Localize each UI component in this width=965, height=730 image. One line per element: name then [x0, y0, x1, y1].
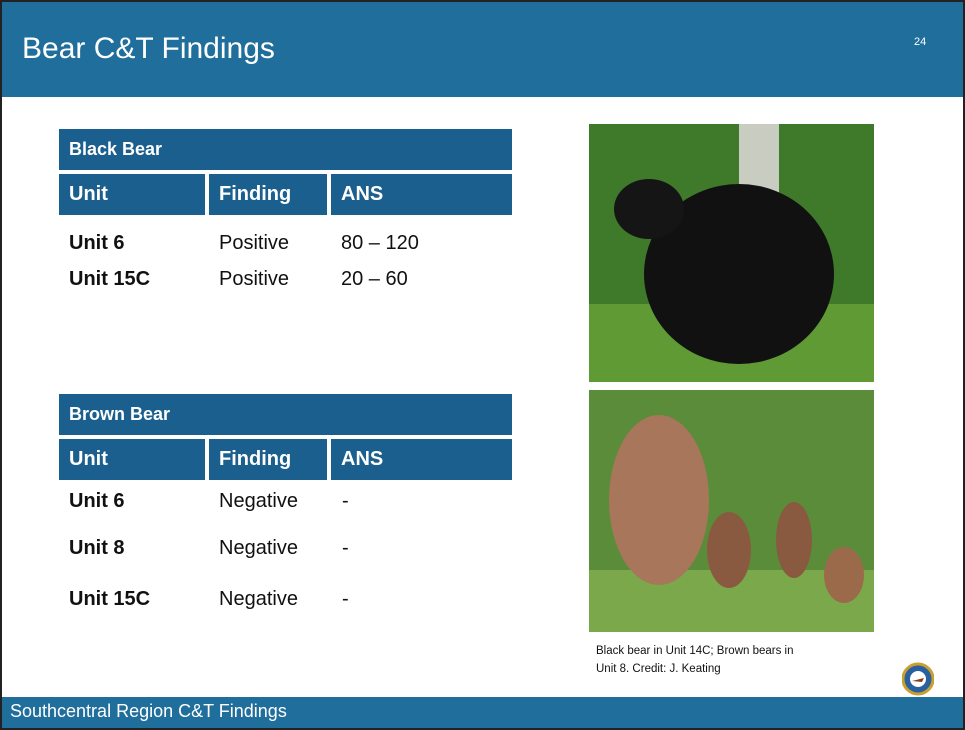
footer-text: Southcentral Region C&T Findings: [10, 701, 287, 722]
table-cell: -: [342, 588, 349, 611]
table-cell: Unit 8: [69, 537, 125, 560]
column-header: Unit: [59, 439, 205, 480]
table-cell: Unit 6: [69, 490, 125, 513]
brown-bear-photo: [589, 390, 874, 632]
column-header: Unit: [59, 174, 205, 215]
table-cell: Positive: [219, 232, 289, 255]
column-header: ANS: [331, 174, 512, 215]
table-cell: Negative: [219, 588, 298, 611]
table-cell: Negative: [219, 490, 298, 513]
slide: Bear C&T Findings 24 Black BearUnitFindi…: [0, 0, 965, 730]
caption-line: Unit 8. Credit: J. Keating: [596, 663, 721, 675]
page-number: 24: [914, 36, 926, 48]
table-cell: Unit 15C: [69, 588, 150, 611]
table-cell: 20 – 60: [341, 268, 408, 291]
column-header: Finding: [209, 439, 327, 480]
table-cell: Negative: [219, 537, 298, 560]
table-cell: Unit 15C: [69, 268, 150, 291]
slide-title: Bear C&T Findings: [22, 32, 275, 66]
black-bear-photo: [589, 124, 874, 382]
table-cell: -: [342, 490, 349, 513]
table-cell: -: [342, 537, 349, 560]
column-header: ANS: [331, 439, 512, 480]
table-title: Brown Bear: [59, 394, 512, 435]
table-cell: 80 – 120: [341, 232, 419, 255]
logo: [902, 662, 934, 696]
table-cell: Unit 6: [69, 232, 125, 255]
caption-line: Black bear in Unit 14C; Brown bears in: [596, 645, 794, 657]
column-header: Finding: [209, 174, 327, 215]
table-title: Black Bear: [59, 129, 512, 170]
table-cell: Positive: [219, 268, 289, 291]
